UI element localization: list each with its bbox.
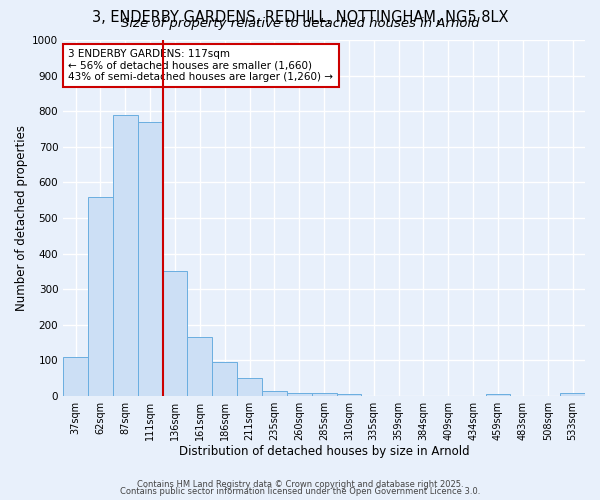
Text: Contains public sector information licensed under the Open Government Licence 3.: Contains public sector information licen… [120, 487, 480, 496]
Bar [337, 394, 361, 396]
Text: Size of property relative to detached houses in Arnold: Size of property relative to detached ho… [121, 18, 479, 30]
Bar [311, 392, 337, 396]
Bar [262, 391, 287, 396]
X-axis label: Distribution of detached houses by size in Arnold: Distribution of detached houses by size … [179, 444, 469, 458]
Bar [187, 338, 212, 396]
Bar [138, 122, 163, 396]
Bar [63, 357, 88, 396]
Bar [88, 196, 113, 396]
Bar [237, 378, 262, 396]
Bar [212, 362, 237, 396]
Text: 3, ENDERBY GARDENS, REDHILL, NOTTINGHAM, NG5 8LX: 3, ENDERBY GARDENS, REDHILL, NOTTINGHAM,… [92, 10, 508, 25]
Y-axis label: Number of detached properties: Number of detached properties [15, 125, 28, 311]
Bar [113, 115, 138, 396]
Bar [287, 392, 311, 396]
Bar [163, 272, 187, 396]
Bar [560, 393, 585, 396]
Bar [485, 394, 511, 396]
Text: 3 ENDERBY GARDENS: 117sqm
← 56% of detached houses are smaller (1,660)
43% of se: 3 ENDERBY GARDENS: 117sqm ← 56% of detac… [68, 49, 334, 82]
Text: Contains HM Land Registry data © Crown copyright and database right 2025.: Contains HM Land Registry data © Crown c… [137, 480, 463, 489]
